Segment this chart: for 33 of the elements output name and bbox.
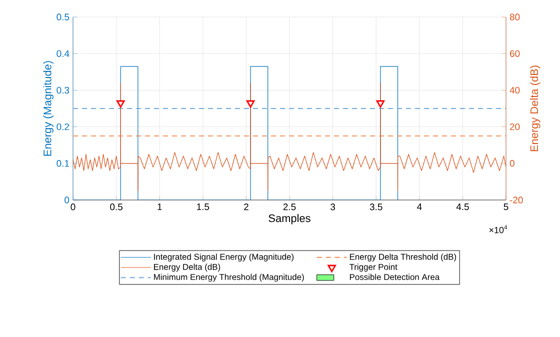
y-tick-label: 0	[64, 196, 70, 204]
x-tick-label: 3	[330, 204, 336, 210]
text: ×10$^{4}$	[489, 225, 508, 234]
y2-tick-label: 80	[510, 14, 520, 20]
x-tick-label: 3.5	[370, 204, 382, 210]
x-tick-label: 4.5	[456, 204, 469, 210]
x-tick-label: 1.5	[197, 204, 210, 210]
y-tick-label: 0.5	[56, 14, 70, 20]
y-tick-label: 0.3	[56, 86, 70, 94]
x-tick-label: 2.5	[283, 204, 296, 210]
legend-label: Energy Delta Threshold (dB)	[350, 254, 456, 262]
x-tick-label: 0.5	[110, 204, 122, 210]
legend-label: Integrated Signal Energy (Magnitude)	[154, 254, 294, 262]
x-tick-label: 5	[504, 204, 508, 210]
y2-tick-label: 40	[510, 86, 520, 94]
legend-label: Trigger Point	[349, 264, 398, 272]
legend-label: Energy Delta (dB)	[154, 264, 220, 272]
legend-label: Minimum Energy Threshold (Magnitude)	[154, 274, 304, 282]
legend-label: Possible Detection Area	[350, 274, 440, 280]
y-tick-label: 0.1	[56, 160, 70, 167]
x-axis-title: Samples	[268, 214, 310, 224]
y2-tick-label: 60	[510, 50, 520, 57]
y-tick-label: 0.2	[56, 123, 70, 130]
y2-tick-label: 0	[510, 160, 514, 167]
x-tick-label: 2	[244, 204, 248, 210]
x-tick-label: 4	[416, 204, 422, 210]
x-tick-label: 1	[158, 204, 162, 210]
y2-tick-label: 20	[510, 123, 520, 130]
y2-axis-title: Energy Delta (dB)	[530, 66, 540, 152]
y-axis-title: Energy (Magnitude)	[43, 61, 54, 156]
y-tick-label: 0.4	[56, 50, 70, 57]
y2-tick-label: -20	[510, 196, 523, 204]
x-tick-label: 0	[70, 204, 76, 210]
